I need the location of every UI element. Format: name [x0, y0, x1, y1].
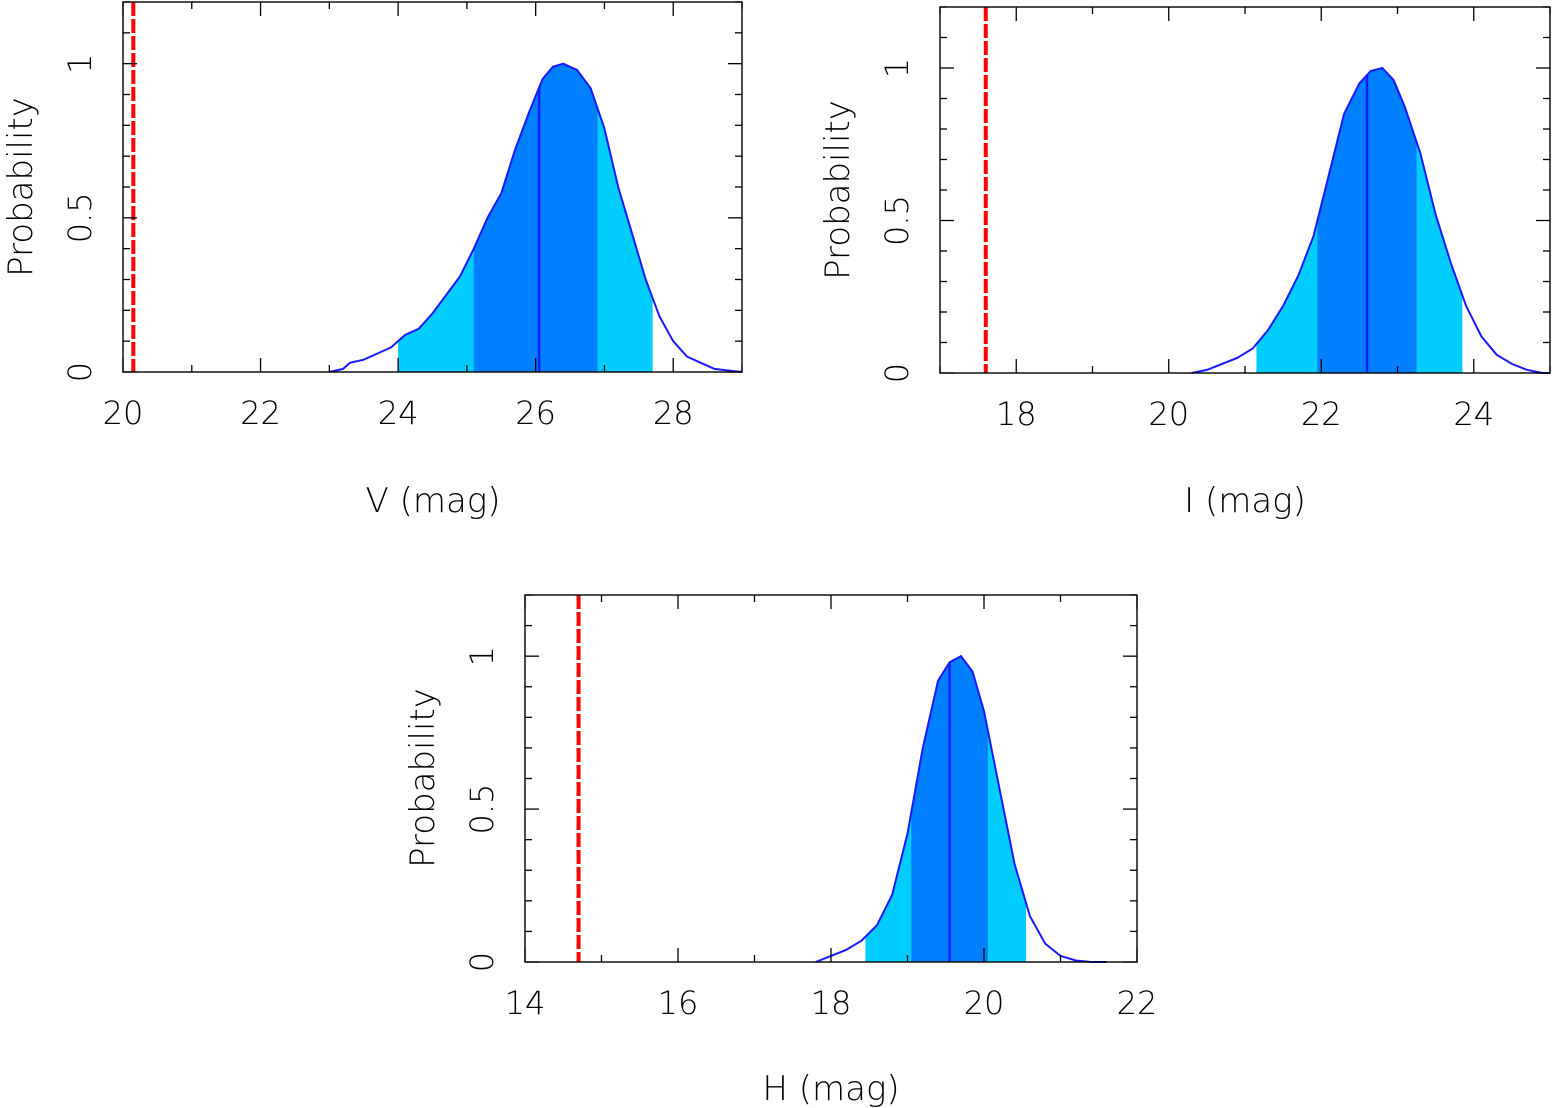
y-axis-label: Probability [403, 688, 443, 868]
y-tick-label: 1 [463, 646, 501, 666]
x-tick-label: 20 [1148, 395, 1189, 433]
y-tick-label: 1 [878, 58, 916, 78]
y-tick-label: 0.5 [61, 192, 99, 243]
y-tick-label: 0 [878, 363, 916, 383]
x-tick-label: 22 [1301, 395, 1342, 433]
y-tick-label: 0 [61, 362, 99, 382]
x-tick-label: 20 [103, 394, 144, 432]
x-tick-label: 16 [658, 984, 699, 1022]
y-axis-label: Probability [1, 97, 41, 277]
y-axis-label: Probability [818, 100, 858, 280]
x-axis-label: H (mag) [762, 1069, 899, 1108]
panel-v-band: 20 22 24 26 28 0 0.5 1 V (mag) Probability [1, 1, 743, 521]
panel-i-band: 18 20 22 24 0 0.5 1 I (mag) Probability [818, 6, 1551, 521]
y-tick-label: 0.5 [463, 784, 501, 835]
y-tick-label: 1 [61, 53, 99, 73]
x-tick-label: 20 [964, 984, 1005, 1022]
plot-frame [524, 594, 1138, 963]
x-tick-label: 14 [505, 984, 546, 1022]
x-axis-label: V (mag) [366, 481, 501, 521]
band-1sigma [473, 63, 598, 372]
x-tick-label: 22 [240, 394, 281, 432]
probability-curve [815, 654, 1107, 963]
x-tick-label: 18 [811, 984, 852, 1022]
x-axis-label: I (mag) [1184, 481, 1306, 521]
x-tick-label: 18 [996, 395, 1037, 433]
y-tick-label: 0 [463, 952, 501, 972]
x-tick-label: 26 [515, 394, 556, 432]
panel-h-band: 14 16 18 20 22 0 0.5 1 H (mag) Probability [403, 594, 1158, 1108]
x-tick-label: 22 [1117, 984, 1158, 1022]
probability-curve [1191, 66, 1550, 374]
y-tick-label: 0.5 [878, 195, 916, 246]
x-tick-label: 24 [378, 394, 419, 432]
probability-curve [329, 62, 743, 373]
x-tick-label: 28 [653, 394, 694, 432]
x-tick-label: 24 [1453, 395, 1494, 433]
